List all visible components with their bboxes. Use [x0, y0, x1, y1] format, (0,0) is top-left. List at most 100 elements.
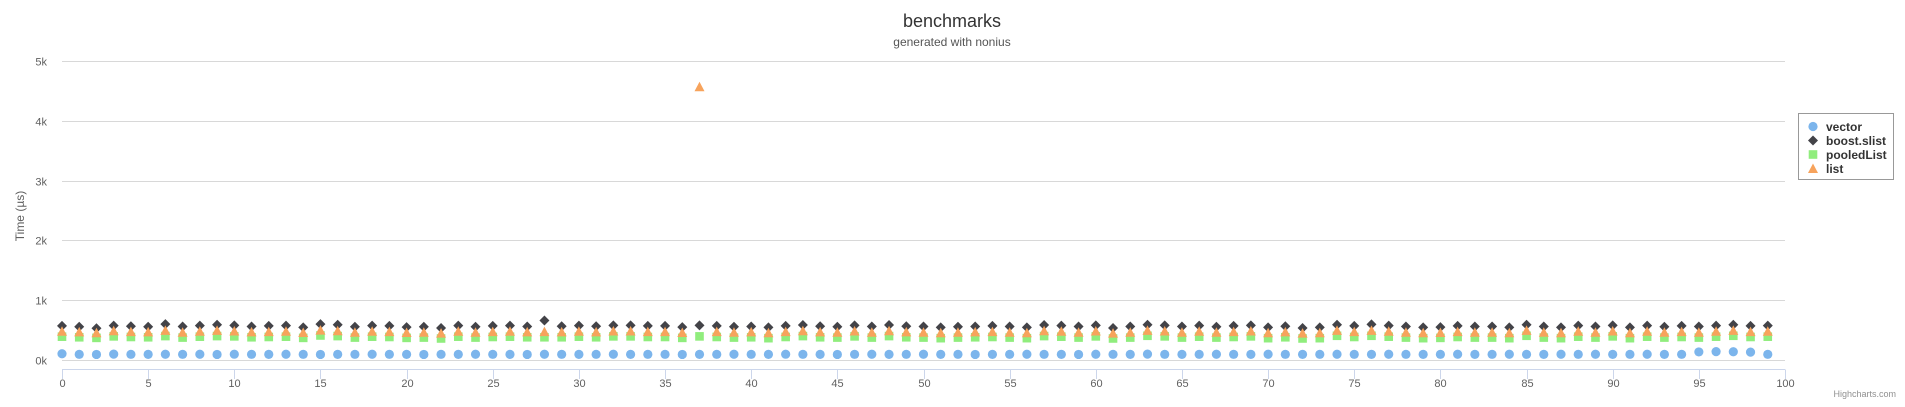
data-point[interactable]: [573, 326, 584, 336]
data-point[interactable]: [1142, 319, 1153, 330]
data-point[interactable]: [1091, 349, 1101, 359]
data-point[interactable]: [763, 327, 774, 338]
data-point[interactable]: [1176, 327, 1187, 337]
data-point[interactable]: [1021, 327, 1032, 338]
data-point[interactable]: [505, 332, 515, 341]
data-point[interactable]: [1590, 327, 1601, 337]
data-point[interactable]: [694, 81, 705, 92]
data-point[interactable]: [970, 321, 981, 332]
data-point[interactable]: [970, 326, 981, 337]
data-point[interactable]: [677, 327, 688, 337]
data-point[interactable]: [1418, 333, 1428, 343]
data-point[interactable]: [1212, 333, 1221, 342]
data-point[interactable]: [901, 349, 911, 359]
data-point[interactable]: [763, 349, 774, 359]
data-point[interactable]: [884, 331, 894, 341]
data-point[interactable]: [522, 321, 533, 332]
data-point[interactable]: [952, 327, 963, 337]
data-point[interactable]: [1659, 327, 1670, 337]
data-point[interactable]: [57, 332, 67, 341]
data-point[interactable]: [1004, 327, 1015, 337]
data-point[interactable]: [1211, 349, 1222, 359]
data-point[interactable]: [1039, 331, 1049, 341]
data-point[interactable]: [642, 326, 653, 337]
data-point[interactable]: [1453, 349, 1463, 359]
data-point[interactable]: [866, 327, 877, 337]
data-point[interactable]: [643, 349, 653, 359]
data-point[interactable]: [660, 349, 670, 359]
data-point[interactable]: [332, 325, 343, 336]
data-point[interactable]: [1745, 347, 1756, 357]
data-point[interactable]: [712, 349, 722, 359]
data-point[interactable]: [1142, 325, 1153, 335]
data-point[interactable]: [1505, 333, 1514, 343]
data-point[interactable]: [522, 326, 533, 337]
data-point[interactable]: [764, 333, 773, 343]
data-point[interactable]: [1573, 326, 1584, 336]
data-point[interactable]: [1746, 332, 1755, 342]
legend-item[interactable]: list: [1808, 162, 1843, 176]
data-point[interactable]: [1297, 328, 1308, 338]
data-point[interactable]: [367, 326, 378, 336]
data-point[interactable]: [1711, 320, 1722, 331]
data-point[interactable]: [1676, 326, 1687, 337]
data-point[interactable]: [1556, 327, 1567, 338]
data-point[interactable]: [1693, 321, 1704, 332]
data-point[interactable]: [1160, 332, 1170, 341]
data-point[interactable]: [1401, 349, 1411, 359]
data-point[interactable]: [401, 327, 412, 337]
data-point[interactable]: [418, 327, 429, 337]
data-point[interactable]: [1005, 349, 1015, 359]
data-point[interactable]: [195, 332, 205, 341]
data-point[interactable]: [884, 349, 894, 359]
data-point[interactable]: [1694, 333, 1704, 342]
data-point[interactable]: [1229, 349, 1239, 359]
data-point[interactable]: [849, 320, 860, 331]
data-point[interactable]: [471, 333, 480, 342]
data-point[interactable]: [143, 326, 154, 337]
data-point[interactable]: [280, 320, 291, 331]
data-point[interactable]: [126, 349, 136, 359]
data-point[interactable]: [556, 321, 567, 332]
data-point[interactable]: [1590, 349, 1601, 359]
data-point[interactable]: [487, 320, 498, 331]
data-point[interactable]: [1297, 349, 1308, 359]
data-point[interactable]: [126, 332, 136, 342]
data-point[interactable]: [1487, 321, 1498, 332]
data-point[interactable]: [212, 319, 223, 330]
data-point[interactable]: [746, 321, 757, 332]
data-point[interactable]: [1367, 331, 1376, 341]
data-point[interactable]: [1056, 320, 1067, 331]
data-point[interactable]: [609, 332, 618, 341]
data-point[interactable]: [1624, 322, 1635, 333]
data-point[interactable]: [349, 321, 360, 332]
data-point[interactable]: [195, 349, 205, 359]
data-point[interactable]: [815, 332, 825, 342]
data-point[interactable]: [1745, 326, 1756, 337]
data-point[interactable]: [143, 349, 153, 359]
legend-symbol[interactable]: [1808, 150, 1818, 159]
data-point[interactable]: [1211, 327, 1222, 337]
data-point[interactable]: [1194, 326, 1205, 336]
data-point[interactable]: [539, 326, 550, 337]
data-point[interactable]: [1125, 327, 1136, 337]
data-point[interactable]: [660, 326, 671, 337]
data-point[interactable]: [436, 334, 446, 343]
data-point[interactable]: [1745, 320, 1756, 331]
data-point[interactable]: [1608, 349, 1618, 359]
data-point[interactable]: [1435, 327, 1446, 337]
data-point[interactable]: [1711, 332, 1721, 341]
data-point[interactable]: [384, 320, 395, 331]
data-point[interactable]: [1125, 333, 1135, 342]
data-point[interactable]: [333, 331, 342, 341]
data-point[interactable]: [729, 333, 739, 342]
data-point[interactable]: [332, 319, 343, 330]
data-point[interactable]: [1194, 320, 1205, 331]
data-point[interactable]: [419, 333, 429, 342]
data-point[interactable]: [1366, 319, 1377, 330]
data-point[interactable]: [212, 325, 223, 335]
data-point[interactable]: [1521, 319, 1532, 330]
data-point[interactable]: [453, 332, 463, 341]
data-point[interactable]: [453, 349, 463, 359]
data-point[interactable]: [1245, 320, 1256, 331]
